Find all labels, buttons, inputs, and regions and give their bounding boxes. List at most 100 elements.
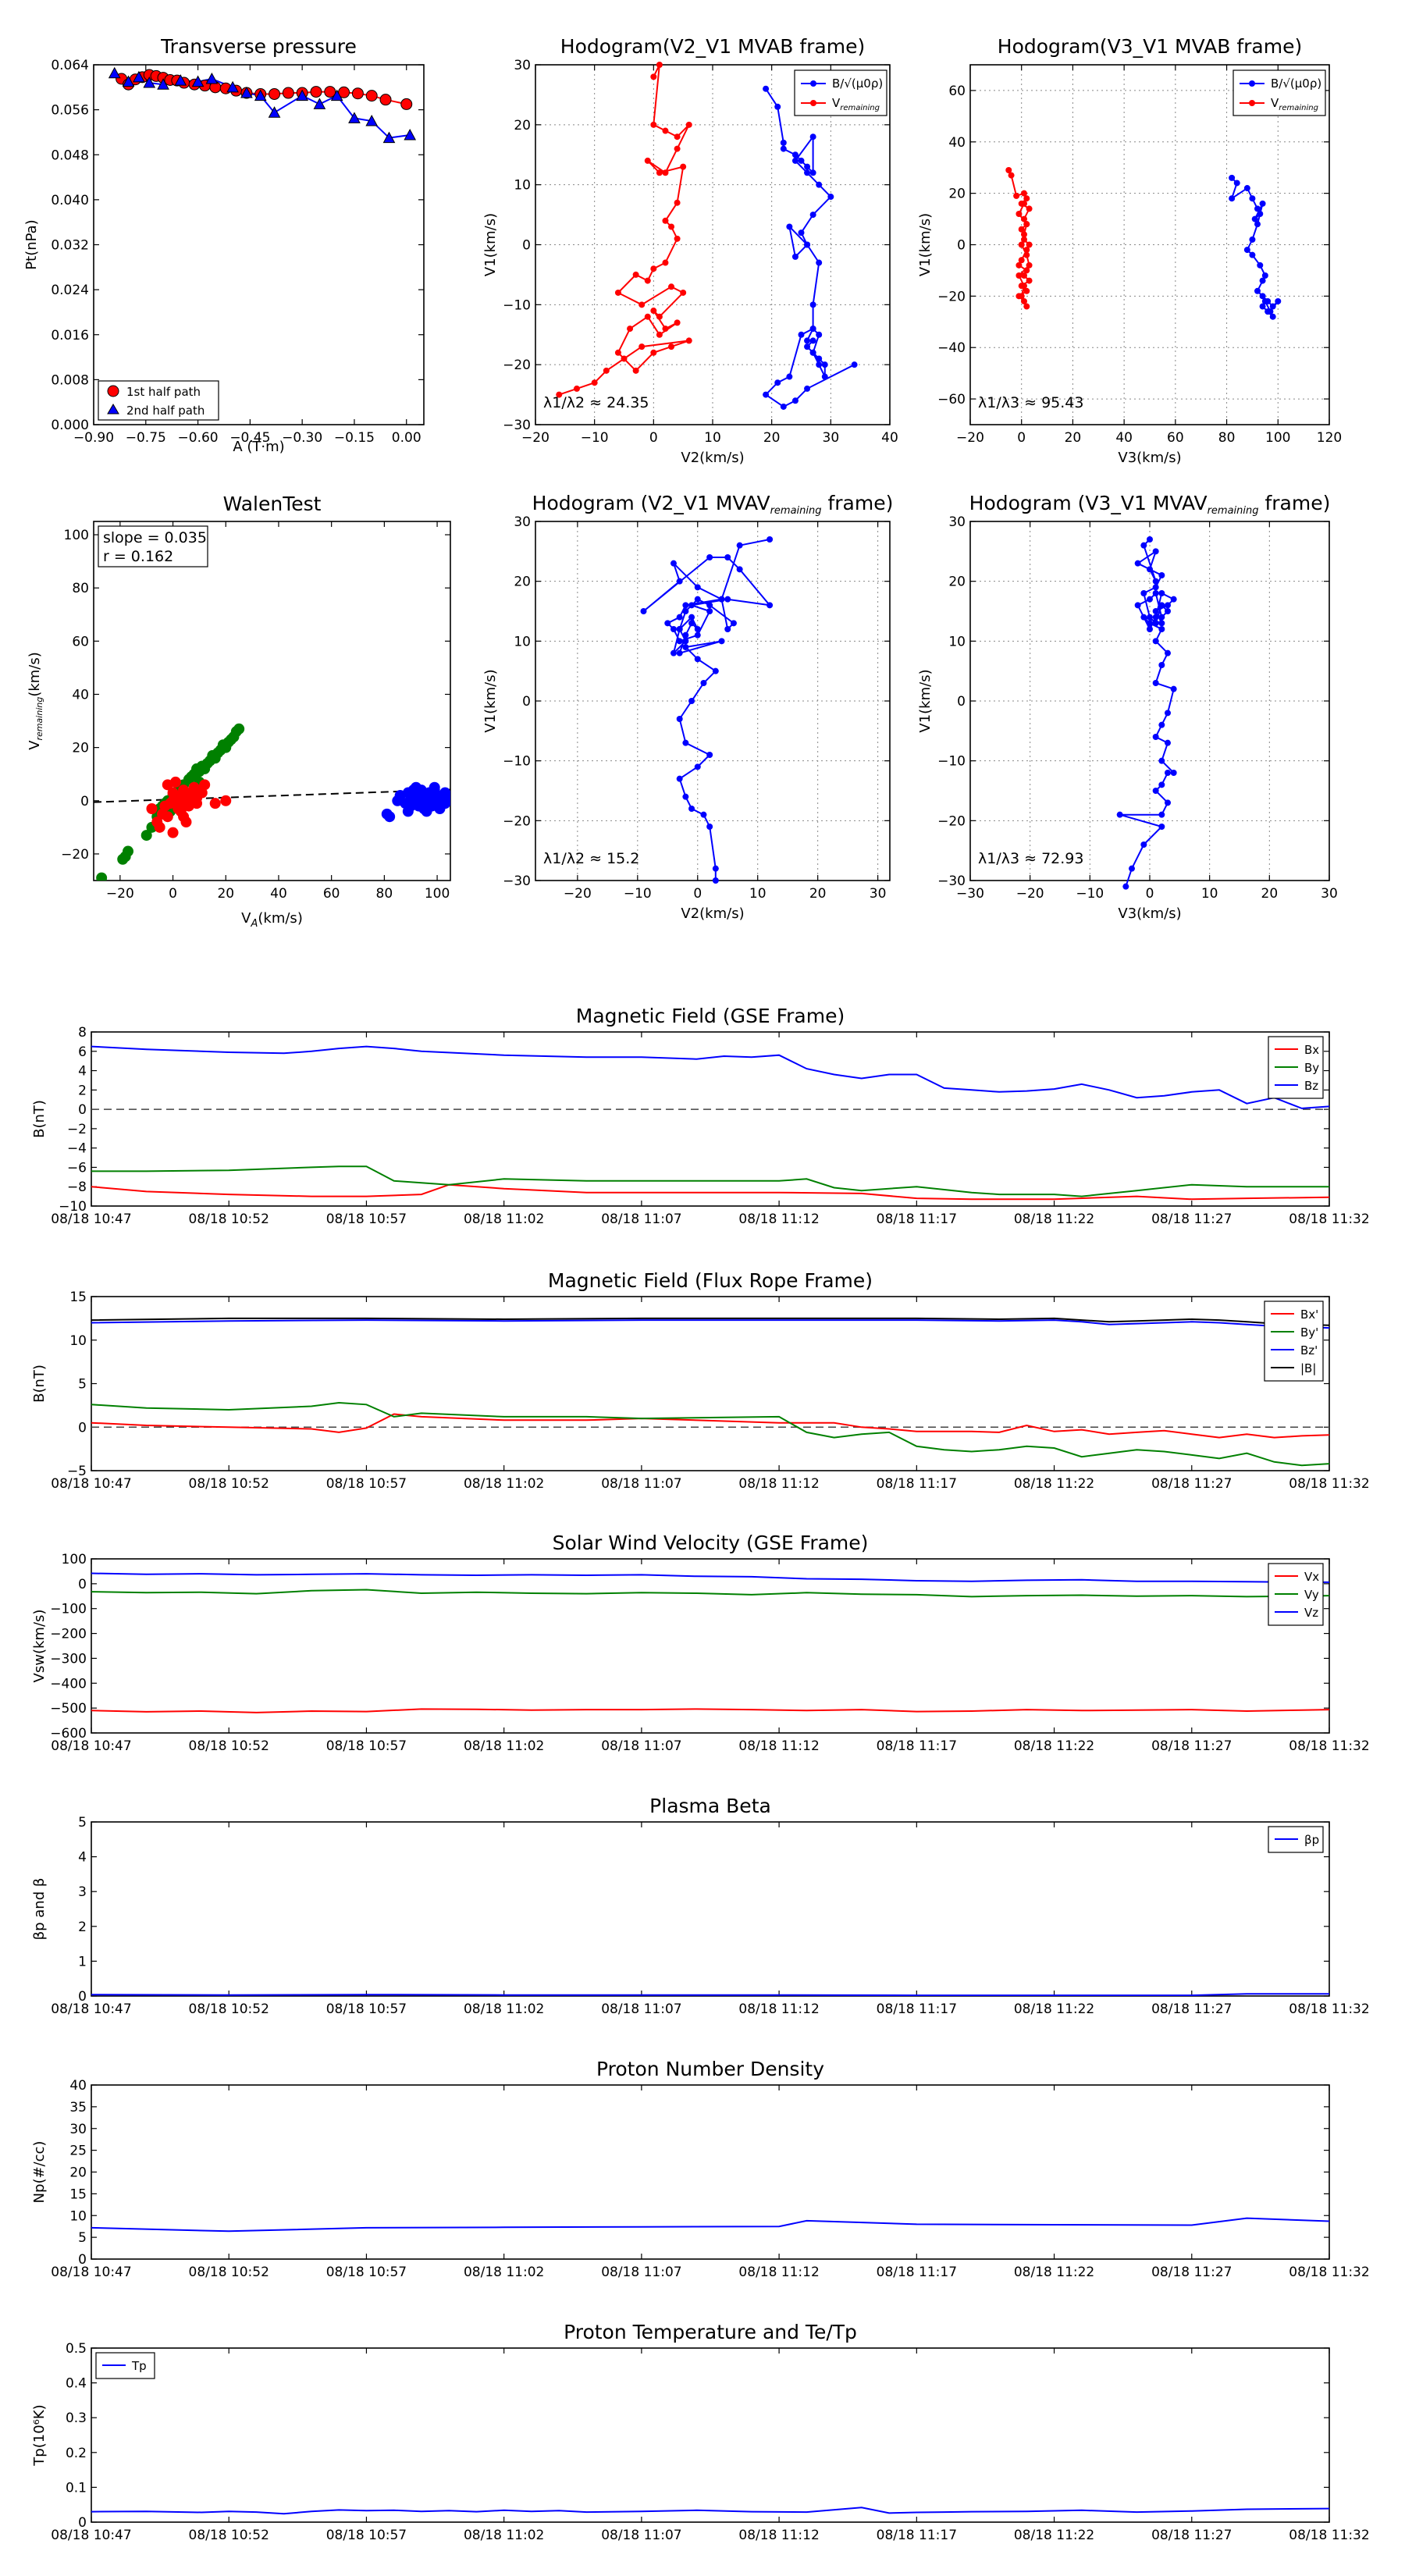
h3-point-0 <box>736 542 743 549</box>
h1-xlabel: V2(km/s) <box>681 450 744 466</box>
h3-point-0 <box>700 680 707 686</box>
mf_gse-legend-label-2: Bz <box>1304 1079 1318 1093</box>
walen-point-blue <box>384 811 396 823</box>
h2-point-1 <box>1023 267 1030 274</box>
h2-ylabel: V1(km/s) <box>917 213 934 276</box>
h3-point-0 <box>676 638 683 645</box>
beta-ytick-label: 5 <box>78 1815 87 1831</box>
tp-ylabel: Pt(nPa) <box>23 219 40 269</box>
walen-point-red <box>199 779 211 791</box>
mf_gse-ytick-label: 6 <box>78 1044 87 1060</box>
tp-point-2nd <box>240 86 253 98</box>
h1-point-0 <box>816 361 823 368</box>
h4-xtick-label: 0 <box>1146 886 1154 902</box>
h3-point-0 <box>694 656 701 663</box>
h4-xtick-label: 10 <box>1201 886 1218 902</box>
h4-point-0 <box>1158 620 1165 627</box>
tp_temp-series-line-0 <box>91 2507 1329 2515</box>
mf_gse-series-line-0 <box>91 1183 1329 1201</box>
h4-point-0 <box>1140 841 1147 848</box>
h1-point-0 <box>791 157 799 164</box>
h2-point-1 <box>1021 297 1027 304</box>
h2-point-0 <box>1275 297 1282 304</box>
h2-point-1 <box>1018 293 1025 300</box>
h1-point-0 <box>791 397 799 404</box>
h2-point-1 <box>1021 200 1027 207</box>
h4-ytick-label: −10 <box>937 754 966 770</box>
h3-point-0 <box>767 536 774 543</box>
h1-xtick-label: 10 <box>704 430 721 446</box>
h2-point-0 <box>1259 293 1266 300</box>
vsw-ytick-label: −600 <box>50 1726 87 1742</box>
h2-point-1 <box>1023 287 1030 294</box>
tp_temp-xtick-label: 08/18 10:57 <box>326 2528 407 2543</box>
beta-xtick-label: 08/18 11:02 <box>464 2001 544 2017</box>
h1-point-1 <box>674 133 681 141</box>
h2-ytick-label: −40 <box>937 340 966 356</box>
mf_fr-legend-label-1: By' <box>1300 1325 1318 1340</box>
h3-point-0 <box>706 602 713 609</box>
walen-xtick-label: 100 <box>425 886 450 902</box>
h4-ytick-label: −20 <box>937 813 966 829</box>
h4-point-0 <box>1152 734 1159 740</box>
mf_fr-title: Magnetic Field (Flux Rope Frame) <box>548 1269 873 1292</box>
mf_gse-xtick-label: 08/18 10:57 <box>326 1212 407 1227</box>
h2-point-0 <box>1257 210 1264 217</box>
walen-xtick-label: 20 <box>217 886 234 902</box>
h4-point-0 <box>1158 824 1165 830</box>
tp-xtick-label: −0.45 <box>229 430 270 446</box>
h1-point-1 <box>650 121 657 128</box>
h2-point-1 <box>1008 172 1015 179</box>
beta-xtick-label: 08/18 11:22 <box>1014 2001 1094 2017</box>
walen-xtick-label: 60 <box>323 886 340 902</box>
h4-xtick-label: −30 <box>956 886 984 902</box>
h3-point-0 <box>694 584 701 591</box>
tp_temp-xtick-label: 08/18 11:27 <box>1151 2528 1232 2543</box>
h4-point-0 <box>1140 542 1147 549</box>
h1-point-0 <box>804 169 811 176</box>
tp_temp-ytick-label: 0.3 <box>66 2411 87 2426</box>
tp-xtick-label: −0.60 <box>178 430 219 446</box>
h4-point-0 <box>1147 536 1153 543</box>
np-xtick-label: 08/18 11:32 <box>1289 2265 1369 2280</box>
h4-xtick-label: −10 <box>1076 886 1104 902</box>
h3-point-0 <box>676 716 683 722</box>
mf_fr-xtick-label: 08/18 11:32 <box>1289 1476 1369 1492</box>
vsw-legend-label-0: Vx <box>1304 1570 1319 1584</box>
h4-point-0 <box>1129 865 1135 872</box>
h1-point-1 <box>656 62 663 68</box>
h2-point-0 <box>1243 185 1250 192</box>
h1-ytick-label: 20 <box>514 118 531 133</box>
vsw-ytick-label: −200 <box>50 1627 87 1642</box>
mf_gse-plot-area <box>91 1045 1329 1201</box>
tp-point-2nd <box>133 70 145 83</box>
vsw-legend-label-1: Vy <box>1304 1588 1319 1602</box>
h2-point-0 <box>1264 308 1272 315</box>
h2-point-1 <box>1018 226 1025 233</box>
tp-point-1st <box>282 87 294 99</box>
walen-point-red <box>178 811 190 823</box>
h3-ytick-label: 20 <box>514 575 531 590</box>
h3-xlabel: V2(km/s) <box>681 906 744 922</box>
h1-point-0 <box>804 385 811 392</box>
walen-r-text: r = 0.162 <box>103 548 173 565</box>
vsw-ylabel: Vsw(km/s) <box>31 1610 48 1683</box>
h4-ytick-label: 30 <box>948 514 966 530</box>
h1-point-0 <box>798 229 805 237</box>
h2-point-1 <box>1016 262 1023 269</box>
h1-point-1 <box>668 223 675 230</box>
mf_fr-ytick-label: 0 <box>78 1420 87 1436</box>
tp-ytick-label: 0.064 <box>51 58 89 73</box>
np-ytick-label: 35 <box>69 2100 87 2115</box>
h4-point-0 <box>1152 620 1159 627</box>
vsw-xtick-label: 08/18 11:22 <box>1014 1738 1094 1754</box>
tp-point-2nd <box>108 66 121 79</box>
h1-xtick-label: 20 <box>763 430 781 446</box>
tp-point-2nd <box>122 75 135 87</box>
h3-point-0 <box>688 698 695 704</box>
walen-ytick-label: 20 <box>72 741 89 756</box>
h1-ytick-label: 0 <box>522 238 531 254</box>
tp-ytick-label: 0.032 <box>51 238 89 254</box>
mf_gse-legend-label-1: By <box>1304 1061 1319 1075</box>
beta-xtick-label: 08/18 11:07 <box>601 2001 681 2017</box>
